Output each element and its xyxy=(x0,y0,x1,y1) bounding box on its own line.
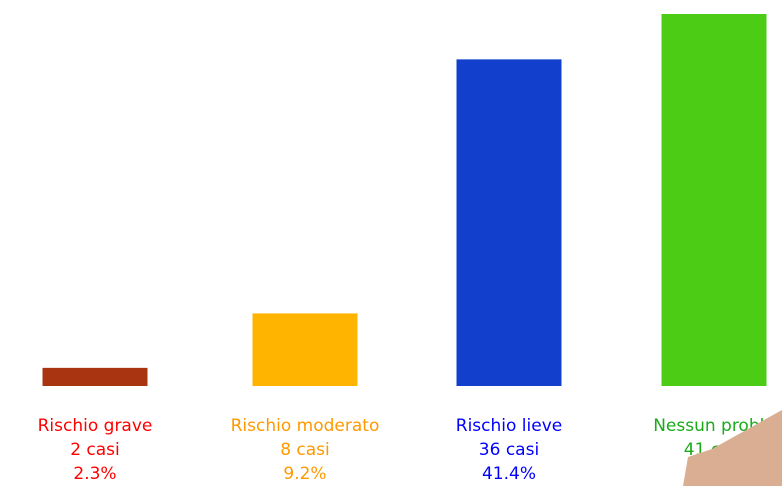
bars-group xyxy=(42,14,767,387)
percent-label-3: 41.4% xyxy=(482,464,536,484)
bar-1 xyxy=(42,367,148,386)
count-label-2: 8 casi xyxy=(280,440,330,460)
bar-4 xyxy=(661,14,767,386)
category-label-1: Rischio grave xyxy=(38,416,153,436)
bar-3 xyxy=(456,59,562,387)
percent-label-2: 9.2% xyxy=(283,464,326,484)
category-labels-group: Rischio grave 2 casi 2.3% Rischio moderato 8… xyxy=(38,416,775,484)
percent-label-1: 2.3% xyxy=(73,464,116,484)
page-curl-icon xyxy=(683,410,782,486)
bar-2 xyxy=(252,313,358,386)
category-label-3: Rischio lieve xyxy=(456,416,562,436)
category-label-2: Rischio moderato xyxy=(231,416,380,436)
page-curl-shape xyxy=(683,410,782,486)
count-label-1: 2 casi xyxy=(70,440,120,460)
count-label-3: 36 casi xyxy=(479,440,539,460)
